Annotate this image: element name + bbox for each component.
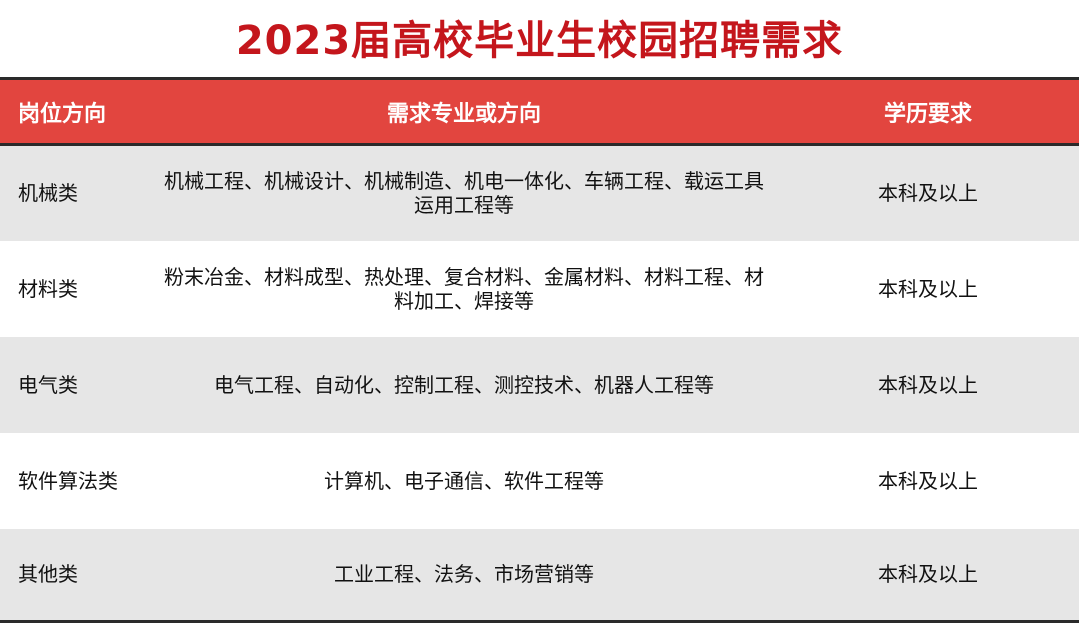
table-row: 软件算法类 计算机、电子通信、软件工程等 本科及以上 <box>0 433 1079 529</box>
page-title: 2023届高校毕业生校园招聘需求 <box>235 18 844 64</box>
table-row: 电气类 电气工程、自动化、控制工程、测控技术、机器人工程等 本科及以上 <box>0 336 1079 433</box>
table-row: 材料类 粉末冶金、材料成型、热处理、复合材料、金属材料、材料工程、材料加工、焊接… <box>0 241 1079 337</box>
cell-education: 本科及以上 <box>878 468 978 493</box>
cell-position: 其他类 <box>18 562 78 587</box>
header-majors: 需求专业或方向 <box>386 101 541 127</box>
recruitment-table: 岗位方向 需求专业或方向 学历要求 机械类 机械工程、机械设计、机械制造、机电一… <box>0 77 1079 623</box>
cell-majors: 粉末冶金、材料成型、热处理、复合材料、金属材料、材料工程、材料加工、焊接等 <box>164 264 764 313</box>
table-header-row: 岗位方向 需求专业或方向 学历要求 <box>0 78 1079 145</box>
cell-position: 材料类 <box>18 276 78 301</box>
header-position: 岗位方向 <box>18 101 107 127</box>
cell-majors: 机械工程、机械设计、机械制造、机电一体化、车辆工程、载运工具运用工程等 <box>164 169 764 218</box>
table-row: 机械类 机械工程、机械设计、机械制造、机电一体化、车辆工程、载运工具运用工程等 … <box>0 144 1079 241</box>
cell-position: 电气类 <box>18 372 78 397</box>
table-row: 其他类 工业工程、法务、市场营销等 本科及以上 <box>0 528 1079 622</box>
cell-majors: 工业工程、法务、市场营销等 <box>334 562 594 587</box>
cell-position: 软件算法类 <box>18 468 118 493</box>
cell-position: 机械类 <box>18 181 78 206</box>
cell-education: 本科及以上 <box>878 181 978 206</box>
cell-education: 本科及以上 <box>878 562 978 587</box>
cell-education: 本科及以上 <box>878 276 978 301</box>
cell-education: 本科及以上 <box>878 372 978 397</box>
header-education: 学历要求 <box>883 101 972 127</box>
cell-majors: 计算机、电子通信、软件工程等 <box>324 468 604 493</box>
cell-majors: 电气工程、自动化、控制工程、测控技术、机器人工程等 <box>214 372 714 397</box>
